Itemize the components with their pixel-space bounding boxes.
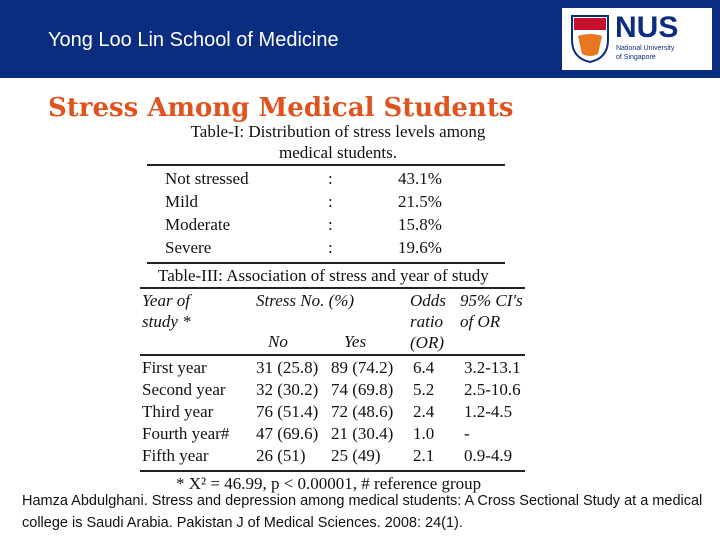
table-cell: 2.1 bbox=[413, 446, 435, 465]
table-cell: 0.9-4.9 bbox=[464, 446, 513, 465]
table-cell: Not stressed bbox=[165, 169, 249, 188]
table-cell: 72 (48.6) bbox=[331, 402, 394, 421]
table-cell: 21 (30.4) bbox=[331, 424, 394, 443]
table-rule bbox=[147, 164, 505, 166]
table-rule bbox=[140, 470, 525, 472]
table-header: of OR bbox=[460, 312, 501, 331]
table-header: Stress No. (%) bbox=[256, 291, 355, 310]
table-cell: Fifth year bbox=[142, 446, 209, 465]
table-cell: 1.2-4.5 bbox=[464, 402, 513, 421]
table-rule bbox=[140, 287, 525, 289]
table-header: 95% CI's bbox=[460, 291, 523, 310]
table-header: Odds bbox=[410, 291, 446, 310]
table-cell: 19.6% bbox=[398, 238, 442, 257]
table-cell: Mild bbox=[165, 192, 199, 211]
table-cell: : bbox=[328, 238, 333, 257]
table-cell: Moderate bbox=[165, 215, 231, 234]
table-subheader: Yes bbox=[344, 332, 367, 351]
table-rule bbox=[147, 262, 505, 264]
school-name: Yong Loo Lin School of Medicine bbox=[48, 29, 339, 51]
table-cell: Severe bbox=[165, 238, 212, 257]
table-cell: 43.1% bbox=[398, 169, 442, 188]
table-cell: 6.4 bbox=[413, 358, 435, 377]
table-cell: 89 (74.2) bbox=[331, 358, 394, 377]
table-caption: Table-III: Association of stress and yea… bbox=[158, 266, 489, 285]
citation: Hamza Abdulghani. Stress and depression … bbox=[22, 493, 703, 531]
table-cell: 74 (69.8) bbox=[331, 380, 394, 399]
table-header: study * bbox=[142, 312, 191, 331]
table-cell: Second year bbox=[142, 380, 226, 399]
table-cell: - bbox=[464, 424, 470, 443]
table-cell: : bbox=[328, 215, 333, 234]
table-cell: : bbox=[328, 192, 333, 211]
table-header: ratio bbox=[410, 312, 444, 331]
slide-title: Stress Among Medical Students bbox=[48, 93, 514, 123]
table-cell: : bbox=[328, 169, 333, 188]
table-caption: Table-I: Distribution of stress levels a… bbox=[190, 122, 486, 141]
logo-name: of Singapore bbox=[616, 54, 656, 61]
table-cell: First year bbox=[142, 358, 207, 377]
table-cell: 1.0 bbox=[413, 424, 435, 443]
logo-name: National University bbox=[616, 45, 675, 52]
table-footnote: * X² = 46.99, p < 0.00001, # reference g… bbox=[176, 474, 482, 493]
table-cell: 25 (49) bbox=[331, 446, 381, 465]
table-cell: 31 (25.8) bbox=[256, 358, 319, 377]
table-cell: 3.2-13.1 bbox=[464, 358, 521, 377]
logo-acronym: NUS bbox=[615, 11, 679, 44]
table-cell: 2.4 bbox=[413, 402, 435, 421]
table-caption: medical students. bbox=[278, 143, 398, 162]
table-cell: Third year bbox=[142, 402, 214, 421]
table-header: Year of bbox=[142, 291, 191, 310]
table-cell: 21.5% bbox=[398, 192, 442, 211]
table-cell: 2.5-10.6 bbox=[464, 380, 521, 399]
table-cell: Fourth year# bbox=[142, 424, 230, 443]
table-subheader: No bbox=[268, 332, 288, 351]
table-cell: 5.2 bbox=[413, 380, 435, 399]
table-cell: 15.8% bbox=[398, 215, 442, 234]
table-cell: 32 (30.2) bbox=[256, 380, 319, 399]
crest bbox=[571, 15, 609, 64]
table-header: (OR) bbox=[410, 333, 444, 352]
table-cell: 26 (51) bbox=[256, 446, 306, 465]
table-cell: 47 (69.6) bbox=[256, 424, 319, 443]
table-rule bbox=[140, 354, 525, 356]
table-cell: 76 (51.4) bbox=[256, 402, 319, 421]
